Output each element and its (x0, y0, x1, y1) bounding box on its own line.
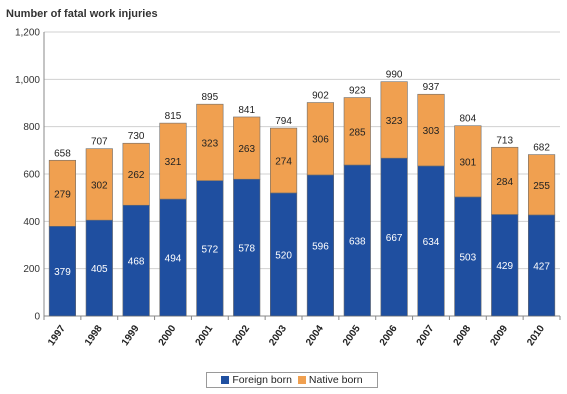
y-tick-label: 0 (34, 312, 40, 323)
bar-value-label: 503 (460, 252, 477, 263)
y-tick-label: 200 (23, 264, 40, 275)
x-tick-label: 2000 (157, 323, 179, 348)
bar-segment (380, 157, 408, 317)
bar-segment (306, 102, 334, 176)
legend-label-foreign: Foreign born (232, 374, 292, 386)
bar-total-label: 730 (128, 131, 145, 142)
y-tick-label: 600 (23, 170, 40, 181)
bar-segment (417, 165, 445, 317)
legend-swatch-native (297, 376, 306, 384)
x-tick-label: 2005 (341, 323, 363, 348)
bar-segment (85, 148, 113, 221)
bar-value-label: 323 (386, 116, 403, 127)
bar-segment (233, 178, 261, 317)
bar-total-label: 902 (312, 91, 329, 102)
bar-segment (48, 226, 76, 317)
bar-total-label: 658 (54, 148, 71, 159)
x-tick-label: 2002 (230, 323, 252, 348)
bar-segment (343, 97, 371, 166)
bar-segment (233, 116, 261, 180)
bar-total-label: 841 (238, 105, 255, 116)
bar-value-label: 279 (54, 189, 71, 200)
bar-value-label: 262 (128, 170, 145, 181)
y-tick-label: 1,200 (15, 28, 40, 39)
bar-value-label: 638 (349, 237, 366, 248)
bar-value-label: 306 (312, 135, 329, 146)
legend-swatch-foreign (221, 376, 230, 384)
bar-segment (380, 81, 408, 159)
bar-total-label: 923 (349, 86, 366, 97)
x-tick-label: 2009 (488, 323, 510, 348)
y-tick-label: 800 (23, 122, 40, 133)
bar-segment (454, 196, 482, 317)
bar-value-label: 303 (423, 126, 440, 137)
bar-segment (159, 122, 187, 200)
bar-segment (528, 154, 556, 216)
bar-total-label: 794 (275, 116, 292, 127)
bar-segment (306, 174, 334, 317)
bar-segment (122, 142, 150, 206)
bar-total-label: 713 (496, 135, 513, 146)
bar-segment (454, 125, 482, 198)
bar-total-label: 990 (386, 70, 403, 81)
bar-value-label: 667 (386, 233, 403, 244)
bar-value-label: 285 (349, 127, 366, 138)
bar-value-label: 284 (496, 177, 513, 188)
bar-total-label: 895 (202, 92, 219, 103)
legend-item-native: Native born (297, 374, 363, 386)
y-tick-label: 1,000 (15, 75, 40, 86)
bar-value-label: 379 (54, 267, 71, 278)
bar-segment (85, 219, 113, 317)
bar-value-label: 405 (91, 264, 108, 275)
bar-value-label: 634 (423, 237, 440, 248)
x-tick-label: 2001 (194, 323, 216, 348)
bar-value-label: 263 (238, 144, 255, 155)
bar-value-label: 255 (533, 181, 550, 192)
bar-total-label: 804 (460, 114, 477, 125)
bar-value-label: 302 (91, 180, 108, 191)
bar-total-label: 815 (165, 111, 182, 122)
x-tick-label: 1999 (120, 323, 142, 348)
bar-segment (196, 103, 224, 181)
x-tick-label: 2007 (415, 323, 437, 348)
bar-value-label: 429 (496, 261, 513, 272)
legend-label-native: Native born (308, 374, 363, 386)
bar-total-label: 937 (423, 82, 440, 93)
bar-value-label: 274 (275, 157, 292, 168)
bar-value-label: 578 (238, 244, 255, 255)
x-tick-label: 2010 (525, 323, 547, 348)
bar-value-label: 323 (202, 138, 219, 149)
bar-value-label: 520 (275, 250, 292, 261)
bar-segment (196, 180, 224, 317)
bar-segment (270, 127, 298, 194)
y-axis-label: Number of fatal work injuries (6, 8, 158, 20)
x-tick-label: 1997 (46, 323, 68, 348)
bar-segment (48, 159, 76, 227)
x-tick-label: 2008 (452, 323, 474, 348)
bar-value-label: 494 (165, 254, 182, 265)
bar-segment (528, 214, 556, 317)
bar-value-label: 301 (460, 157, 477, 168)
x-tick-label: 2004 (304, 323, 326, 348)
bar-segment (159, 198, 187, 317)
bar-value-label: 427 (533, 261, 550, 272)
x-tick-label: 2006 (378, 323, 400, 348)
y-tick-label: 400 (23, 217, 40, 228)
bar-segment (491, 214, 519, 317)
bar-value-label: 468 (128, 257, 145, 268)
bar-value-label: 321 (165, 157, 182, 168)
bar-value-label: 596 (312, 241, 329, 252)
bar-value-label: 572 (202, 244, 219, 255)
legend-item-foreign: Foreign born (221, 374, 292, 386)
bar-total-label: 682 (533, 143, 550, 154)
x-tick-label: 1998 (83, 323, 105, 348)
bar-segment (122, 204, 150, 317)
chart-legend: Foreign born Native born (206, 372, 378, 388)
bar-total-label: 707 (91, 137, 108, 148)
bar-segment (491, 146, 519, 215)
x-tick-label: 2003 (267, 323, 289, 348)
bar-segment (417, 93, 445, 167)
